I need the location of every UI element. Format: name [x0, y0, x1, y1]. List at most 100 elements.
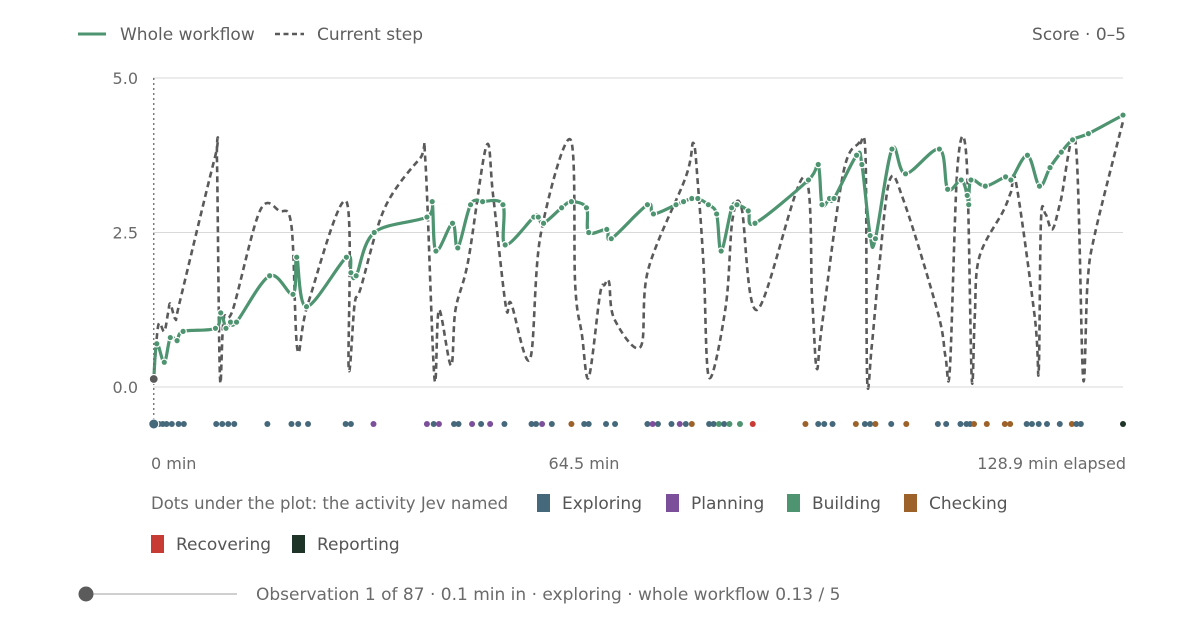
activity-legend-item-reporting: Reporting: [292, 535, 400, 555]
whole-workflow-point: [428, 197, 436, 206]
whole-workflow-point: [943, 185, 952, 194]
whole-workflow-point: [501, 241, 509, 249]
recovering-swatch: [151, 535, 164, 553]
whole-workflow-point: [733, 200, 741, 209]
whole-workflow-point: [499, 200, 507, 209]
activity-legend-item-building: Building: [787, 494, 881, 514]
checking-label: Checking: [929, 494, 1008, 514]
activity-dot: [533, 421, 540, 427]
activity-dot: [1043, 421, 1050, 427]
reporting-label: Reporting: [317, 535, 400, 555]
activity-dot: [1023, 421, 1030, 427]
activity-dot: [829, 421, 836, 427]
activity-dot: [487, 421, 494, 427]
whole-workflow-point: [717, 247, 725, 255]
whole-workflow-point: [478, 197, 487, 206]
activity-dot: [715, 421, 722, 427]
current-observation-activity-dot: [148, 418, 160, 430]
activity-dot: [180, 421, 187, 427]
slider-thumb[interactable]: [78, 586, 94, 602]
activity-legend-item-checking: Checking: [904, 494, 1008, 514]
activity-dot: [644, 421, 651, 427]
whole-workflow-point: [964, 200, 973, 209]
current-step-legend-label: Current step: [317, 25, 423, 45]
activity-dot: [163, 421, 170, 427]
whole-workflow-point: [751, 219, 759, 228]
activity-dot: [1007, 421, 1014, 427]
whole-workflow-point: [453, 244, 462, 252]
whole-workflow-point: [173, 336, 181, 345]
activity-dot: [219, 421, 226, 427]
whole-workflow-point: [1035, 182, 1044, 190]
whole-workflow-point: [289, 290, 297, 299]
y-tick-label: 0.0: [113, 378, 138, 397]
building-label: Building: [812, 494, 881, 514]
whole-workflow-point: [679, 197, 688, 206]
whole-workflow-point: [179, 327, 187, 336]
activity-dot: [668, 421, 675, 427]
activity-dot: [501, 421, 508, 427]
score-range-label: Score · 0–5: [1032, 25, 1126, 45]
whole-workflow-point: [830, 194, 838, 203]
whole-workflow-point: [423, 213, 431, 221]
activity-legend-caption: Dots under the plot: the activity Jev na…: [151, 494, 508, 513]
activity-dot: [612, 421, 619, 427]
observation-slider[interactable]: [78, 586, 238, 602]
x-start-label: 0 min: [151, 454, 196, 473]
activity-dot: [305, 421, 312, 427]
activity-dot: [342, 421, 349, 427]
activity-dot: [288, 421, 295, 427]
activity-dot: [736, 421, 743, 427]
whole-workflow-point: [901, 169, 910, 178]
activity-dot: [175, 421, 182, 427]
whole-workflow-point: [1057, 148, 1066, 156]
top-legend: Whole workflow Current step Score · 0–5: [78, 25, 1126, 45]
whole-workflow-point: [466, 200, 475, 209]
activity-dot: [548, 421, 555, 427]
whole-workflow-point: [582, 203, 591, 212]
whole-workflow-point: [584, 228, 593, 237]
exploring-swatch: [537, 494, 550, 512]
activity-dot: [423, 421, 430, 427]
activity-dot: [815, 421, 822, 427]
activity-dot: [1073, 421, 1080, 427]
activity-dot: [872, 421, 879, 427]
whole-workflow-point: [858, 160, 866, 169]
activity-dot: [1001, 421, 1008, 427]
activity-dot: [861, 421, 868, 427]
activity-dot: [1077, 421, 1084, 427]
activity-dot: [455, 421, 462, 427]
activity-dot: [581, 421, 588, 427]
activity-dot: [539, 421, 546, 427]
whole-workflow-point: [222, 324, 230, 333]
activity-dot: [706, 421, 713, 427]
series-layer: [149, 111, 1127, 390]
whole-workflow-point: [448, 219, 457, 228]
activity-dot: [682, 421, 689, 427]
whole-workflow-point: [981, 182, 990, 190]
whole-workflow-point: [152, 339, 161, 348]
activity-legend-item-recovering: Recovering: [151, 535, 271, 555]
activity-dot: [370, 421, 377, 427]
whole-workflow-point: [672, 200, 680, 209]
y-grid: 0.0 2.5 5.0: [113, 69, 1123, 397]
whole-workflow-point: [602, 225, 611, 234]
whole-workflow-point: [957, 176, 966, 184]
activity-dot: [688, 421, 695, 427]
activity-dot: [649, 421, 656, 427]
whole-workflow-point: [814, 160, 823, 169]
activity-dot: [888, 421, 895, 427]
activity-dot: [568, 421, 575, 427]
activity-dot: [943, 421, 950, 427]
whole-workflow-point: [211, 324, 220, 333]
whole-workflow-point: [744, 207, 753, 215]
activity-dot: [676, 421, 683, 427]
activity-dot: [1068, 421, 1075, 427]
activity-dot: [821, 421, 828, 427]
activity-dot: [1120, 421, 1126, 427]
activity-dot: [469, 421, 476, 427]
whole-workflow-point: [370, 228, 379, 237]
activity-dots-layer: [150, 421, 1126, 427]
activity-dot: [231, 421, 238, 427]
